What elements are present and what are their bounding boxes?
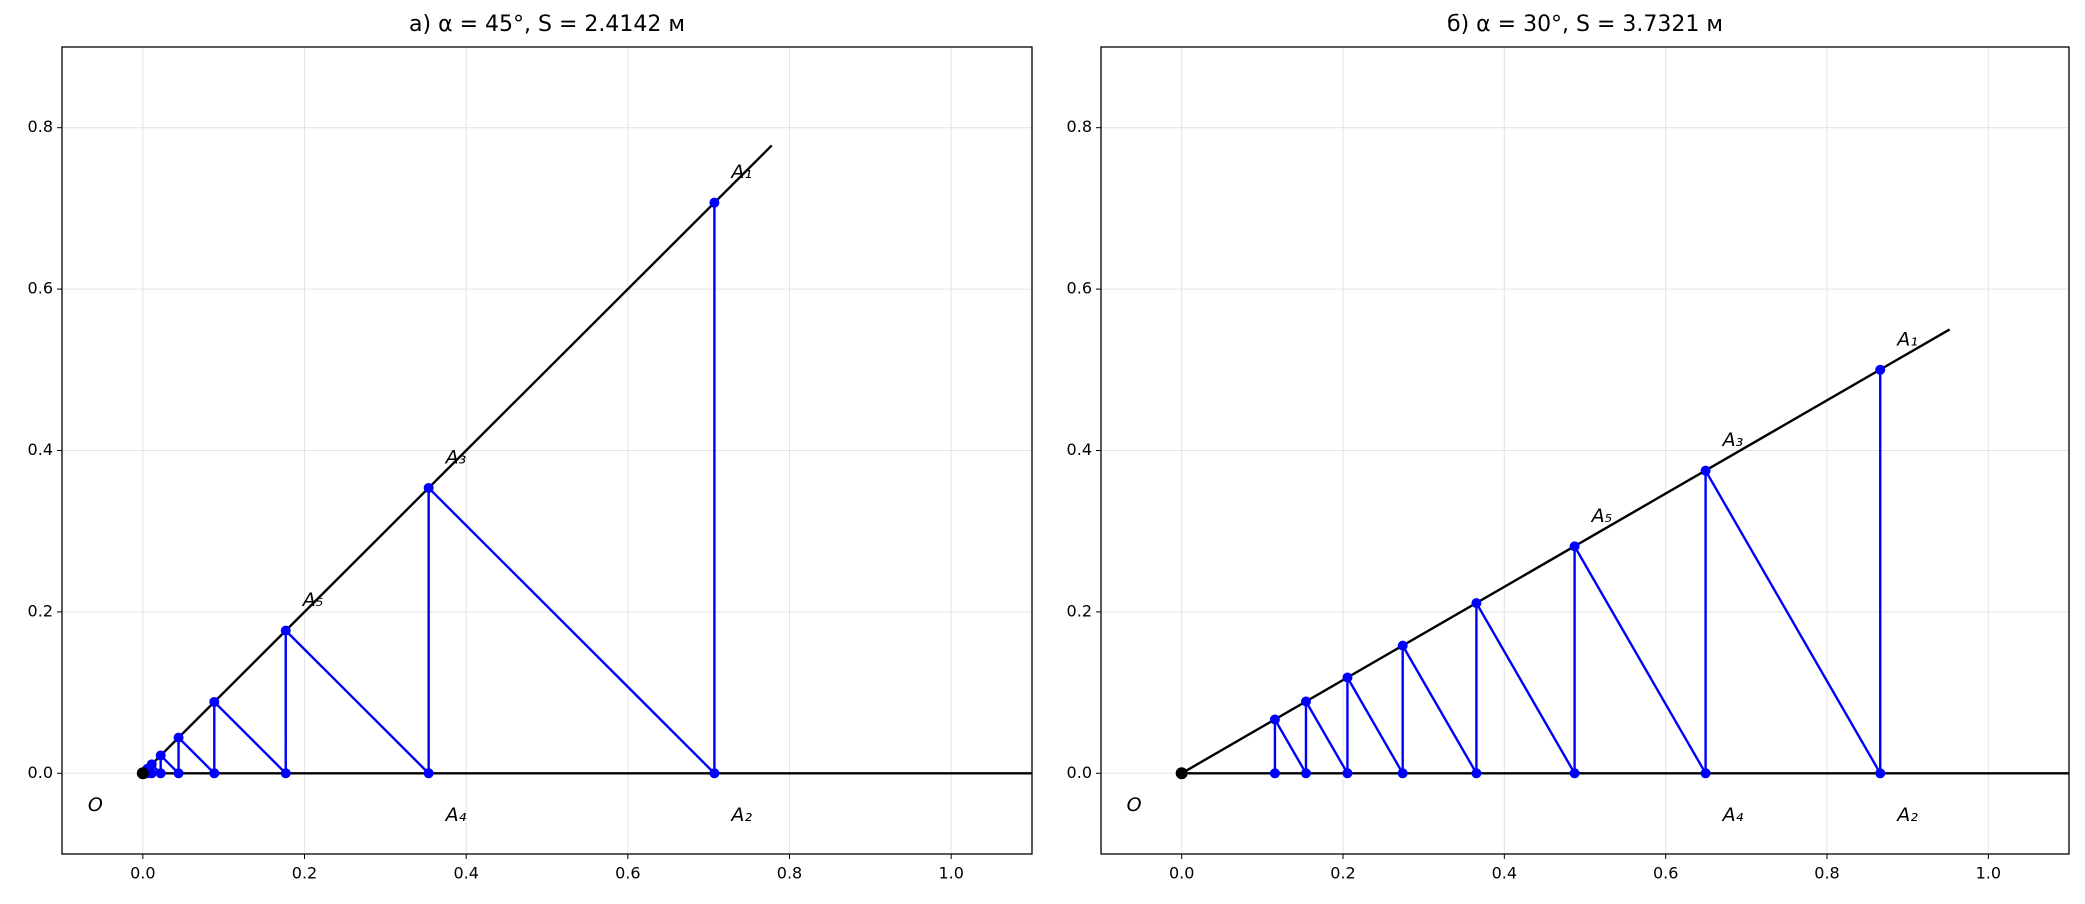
point xyxy=(1471,598,1482,609)
point xyxy=(1471,768,1482,779)
x-tick-label: 1.0 xyxy=(1976,864,2001,883)
point-label: A₁ xyxy=(1895,328,1918,350)
point xyxy=(709,768,720,779)
point-label: A₄ xyxy=(1721,804,1744,826)
point xyxy=(155,768,166,779)
x-tick-label: 0.0 xyxy=(130,864,155,883)
point xyxy=(709,197,720,208)
point-label: A₄ xyxy=(444,804,467,826)
point-label: A₃ xyxy=(444,446,467,468)
subplot: а) α = 45°, S = 2.4142 м 0.0 0.2 0.4 0.6 0.8 1… xyxy=(28,12,1033,883)
subplot-title: б) α = 30°, S = 3.7321 м xyxy=(1447,12,1723,37)
point xyxy=(1569,768,1580,779)
origin-point xyxy=(1175,767,1188,780)
x-tick-label: 1.0 xyxy=(938,864,963,883)
ray xyxy=(141,144,773,775)
y-tick-label: 0.8 xyxy=(28,117,53,136)
x-tick-label: 0.2 xyxy=(292,864,317,883)
y-tick-label: 0.0 xyxy=(1067,763,1092,782)
origin-label: O xyxy=(88,794,103,816)
axes-frame xyxy=(61,46,1033,855)
point xyxy=(155,750,166,761)
point xyxy=(209,696,220,707)
point xyxy=(280,768,291,779)
point xyxy=(1342,768,1353,779)
point xyxy=(423,768,434,779)
x-tick-label: 0.0 xyxy=(1169,864,1194,883)
point xyxy=(1700,768,1711,779)
x-tick-label: 0.8 xyxy=(1814,864,1839,883)
axes-frame xyxy=(1100,46,2070,855)
point xyxy=(1397,768,1408,779)
x-tick-label: 0.8 xyxy=(777,864,802,883)
y-tick-label: 0.8 xyxy=(1067,117,1092,136)
point xyxy=(173,732,184,743)
subplot: б) α = 30°, S = 3.7321 м 0.0 0.2 0.4 0.6 0.8 1… xyxy=(1067,12,2070,883)
y-tick-label: 0.4 xyxy=(1067,440,1092,459)
y-tick-label: 0.2 xyxy=(28,601,53,620)
point xyxy=(1269,768,1280,779)
point-label: A₁ xyxy=(729,161,752,183)
x-tick-label: 0.4 xyxy=(453,864,478,883)
point xyxy=(423,482,434,493)
point xyxy=(209,768,220,779)
point-label: A₅ xyxy=(301,589,324,611)
point xyxy=(1875,768,1886,779)
y-tick-label: 0.2 xyxy=(1067,601,1092,620)
x-tick-label: 0.6 xyxy=(1653,864,1678,883)
point-label: A₃ xyxy=(1721,429,1744,451)
ray xyxy=(1181,328,1951,775)
point xyxy=(280,625,291,636)
x-tick-label: 0.2 xyxy=(1330,864,1355,883)
point xyxy=(1569,541,1580,552)
x-tick-label: 0.4 xyxy=(1492,864,1517,883)
origin-point xyxy=(136,767,149,780)
y-tick-label: 0.0 xyxy=(28,763,53,782)
point-label: A₂ xyxy=(1895,804,1918,826)
subplot-title: а) α = 45°, S = 2.4142 м xyxy=(409,12,685,37)
point xyxy=(1342,672,1353,683)
point-label: A₂ xyxy=(729,804,752,826)
zigzag-line xyxy=(1273,369,1882,778)
point xyxy=(1700,465,1711,476)
point xyxy=(1300,768,1311,779)
point xyxy=(1397,640,1408,651)
y-tick-label: 0.6 xyxy=(28,279,53,298)
point xyxy=(1269,714,1280,725)
point-label: A₅ xyxy=(1590,505,1613,527)
y-tick-label: 0.4 xyxy=(28,440,53,459)
origin-label: O xyxy=(1127,794,1142,816)
point xyxy=(173,768,184,779)
y-tick-label: 0.6 xyxy=(1067,279,1092,298)
x-tick-label: 0.6 xyxy=(615,864,640,883)
point xyxy=(1300,696,1311,707)
point xyxy=(1875,364,1886,375)
